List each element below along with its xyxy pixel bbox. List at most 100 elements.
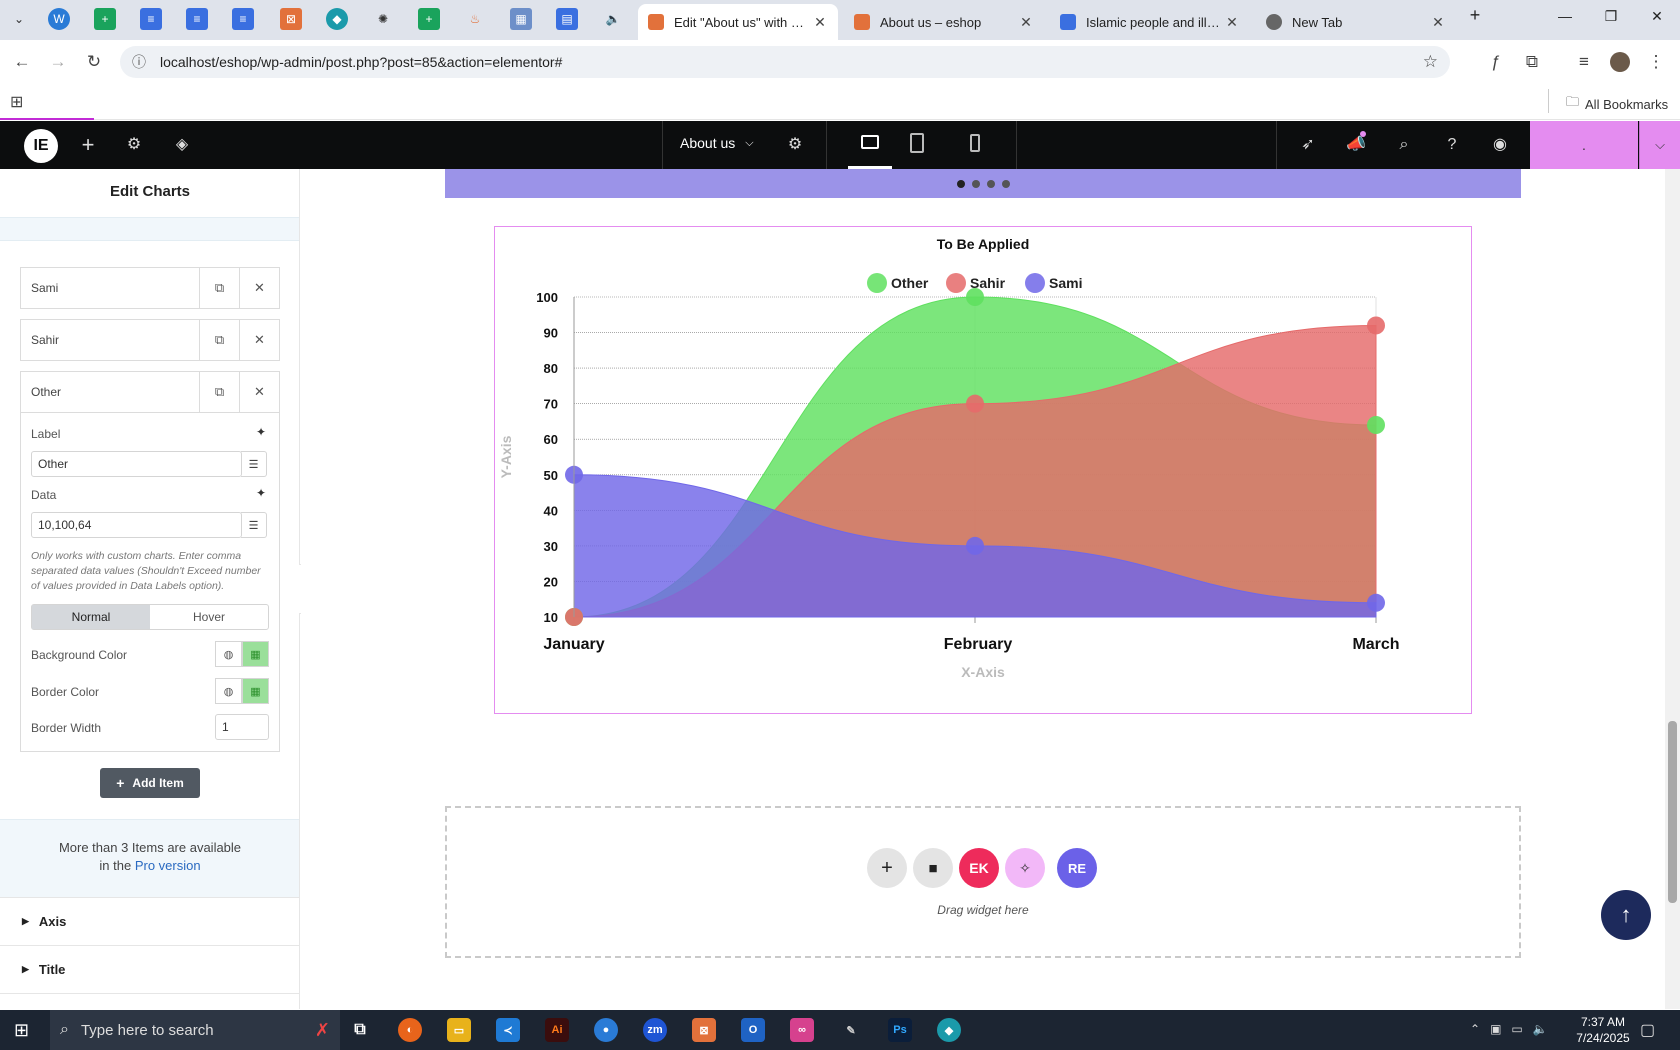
- remove-icon[interactable]: ✕: [239, 320, 279, 360]
- repeater-item-other[interactable]: Other ⧉ ✕: [20, 371, 280, 413]
- outlook-icon[interactable]: O: [741, 1018, 765, 1042]
- add-element-icon[interactable]: +: [81, 132, 95, 157]
- data-input[interactable]: 10,100,64: [31, 512, 242, 538]
- back-button[interactable]: ←: [13, 52, 31, 71]
- notifications-icon[interactable]: ▢: [1640, 1022, 1656, 1039]
- elementor-logo-icon[interactable]: IE: [24, 129, 58, 163]
- file-explorer-icon[interactable]: ▭: [447, 1018, 471, 1042]
- pinned-tab-icon[interactable]: +: [94, 8, 116, 30]
- desktop-view-button[interactable]: [848, 121, 892, 169]
- vscode-icon[interactable]: ≺: [496, 1018, 520, 1042]
- chart-widget[interactable]: To Be Applied Other Sahir Sami 10 20 30 40 50 60 7…: [494, 226, 1472, 714]
- pro-version-link[interactable]: Pro version: [134, 858, 201, 873]
- dynamic-tags-database-icon[interactable]: ☰: [241, 512, 267, 538]
- royal-elementor-icon[interactable]: RE: [1057, 848, 1097, 888]
- background-color-swatch[interactable]: ▦: [242, 641, 269, 667]
- volume-icon[interactable]: 🔈: [1532, 1022, 1548, 1036]
- reload-button[interactable]: ↻: [86, 52, 102, 71]
- structure-layers-icon[interactable]: ◈: [175, 136, 189, 153]
- extension-icon[interactable]: ƒ: [1491, 52, 1501, 71]
- zoom-icon[interactable]: zm: [643, 1018, 667, 1042]
- tab-about-us-eshop[interactable]: About us – eshop ✕: [844, 4, 1044, 40]
- add-item-button[interactable]: + Add Item: [100, 768, 200, 798]
- remove-icon[interactable]: ✕: [239, 268, 279, 308]
- duplicate-icon[interactable]: ⧉: [199, 372, 239, 412]
- tray-chevron-icon[interactable]: ⌃: [1470, 1022, 1481, 1036]
- tab-islamic-people[interactable]: Islamic people and illustra ✕: [1050, 4, 1250, 40]
- mobile-view-icon[interactable]: [970, 134, 980, 152]
- help-icon[interactable]: ?: [1447, 136, 1457, 153]
- pinned-tab-icon[interactable]: ≡: [140, 8, 162, 30]
- remove-icon[interactable]: ✕: [239, 372, 279, 412]
- template-library-folder-icon[interactable]: ■: [913, 848, 953, 888]
- slider-dot[interactable]: [1002, 180, 1010, 188]
- new-tab-button[interactable]: +: [1469, 5, 1481, 25]
- close-icon[interactable]: ✕: [1226, 13, 1238, 30]
- border-color-swatch[interactable]: ▦: [242, 678, 269, 704]
- preview-eye-icon[interactable]: ◉: [1493, 136, 1507, 153]
- extensions-puzzle-icon[interactable]: ⧉: [1525, 52, 1539, 71]
- all-bookmarks[interactable]: 🗀 All Bookmarks: [1566, 93, 1668, 115]
- back-to-top-button[interactable]: ↑: [1601, 890, 1651, 940]
- creative-cloud-icon[interactable]: ∞: [790, 1018, 814, 1042]
- taskbar-search-box[interactable]: ⌕ Type here to search ✗: [50, 1010, 340, 1050]
- address-bar[interactable]: ⓘ localhost/eshop/wp-admin/post.php?post…: [120, 46, 1450, 78]
- drop-zone[interactable]: + ■ EK ✧ RE Drag widget here: [445, 806, 1521, 958]
- tab-hover[interactable]: Hover: [192, 610, 225, 624]
- pinned-tab-icon[interactable]: ◆: [326, 8, 348, 30]
- pinned-tab-icon[interactable]: ♨: [469, 12, 481, 26]
- pinned-tab-icon[interactable]: ✺: [377, 12, 389, 26]
- publish-options-chevron-icon[interactable]: ⌵: [1639, 121, 1680, 169]
- label-input[interactable]: Other: [31, 451, 242, 477]
- essential-addons-icon[interactable]: EK: [959, 848, 999, 888]
- slider-dot[interactable]: [987, 180, 995, 188]
- close-icon[interactable]: ✕: [1020, 13, 1032, 30]
- pinned-tab-icon[interactable]: W: [48, 8, 70, 30]
- duplicate-icon[interactable]: ⧉: [199, 320, 239, 360]
- tab-edit-about-us[interactable]: Edit "About us" with Elem ✕: [638, 4, 838, 40]
- pinned-tab-icon[interactable]: +: [418, 8, 440, 30]
- slider-dot[interactable]: [957, 180, 965, 188]
- illustrator-icon[interactable]: Ai: [545, 1018, 569, 1042]
- global-colors-icon[interactable]: ◍: [215, 641, 242, 667]
- slider-dot[interactable]: [972, 180, 980, 188]
- dynamic-tags-sparkle-icon[interactable]: ✦: [256, 425, 267, 439]
- network-icon[interactable]: ▭: [1511, 1022, 1523, 1036]
- tab-normal[interactable]: Normal: [32, 605, 150, 629]
- close-icon[interactable]: ✕: [1432, 13, 1444, 30]
- profile-avatar[interactable]: [1608, 50, 1632, 74]
- tab-search-icon[interactable]: ⌄: [13, 12, 25, 26]
- close-window-button[interactable]: ✕: [1651, 8, 1663, 24]
- pinned-tab-icon[interactable]: ≡: [232, 8, 254, 30]
- restore-button[interactable]: ❐: [1604, 8, 1618, 24]
- tab-new-tab[interactable]: New Tab ✕: [1256, 4, 1456, 40]
- border-width-input[interactable]: 1: [215, 714, 269, 740]
- pinned-tab-icon[interactable]: ⊠: [280, 8, 302, 30]
- page-settings-icon[interactable]: ⚙: [787, 136, 803, 153]
- dynamic-tags-database-icon[interactable]: ☰: [241, 451, 267, 477]
- menu-kebab-icon[interactable]: ⋮: [1647, 52, 1665, 71]
- global-colors-icon[interactable]: ◍: [215, 678, 242, 704]
- pinned-tab-icon[interactable]: ▤: [556, 8, 578, 30]
- minimize-button[interactable]: —: [1558, 8, 1572, 24]
- site-settings-icon[interactable]: ⚙: [126, 136, 142, 153]
- chrome-icon[interactable]: ●: [594, 1018, 618, 1042]
- clock[interactable]: 7:37 AM 7/24/2025: [1576, 1015, 1630, 1045]
- media-control-icon[interactable]: ≡: [1579, 52, 1589, 71]
- tray-app-icon[interactable]: ▣: [1490, 1022, 1502, 1036]
- section-title[interactable]: ▶ Title: [0, 945, 299, 993]
- duplicate-icon[interactable]: ⧉: [199, 268, 239, 308]
- pinned-tab-icon[interactable]: ▦: [510, 8, 532, 30]
- scrollbar-thumb[interactable]: [1668, 721, 1677, 903]
- site-info-icon[interactable]: ⓘ: [132, 54, 146, 70]
- section-axis[interactable]: ▶ Axis: [0, 897, 299, 945]
- search-icon[interactable]: ⌕: [1399, 136, 1409, 153]
- tablet-view-icon[interactable]: [910, 133, 924, 153]
- repeater-item-sami[interactable]: Sami ⧉ ✕: [20, 267, 280, 309]
- apps-grid-icon[interactable]: ⊞: [10, 94, 24, 111]
- windows-start-icon[interactable]: ⊞: [14, 1020, 30, 1040]
- photoshop-icon[interactable]: Ps: [888, 1018, 912, 1042]
- canvas-scrollbar[interactable]: [1665, 169, 1680, 1009]
- bookmark-star-icon[interactable]: ☆: [1422, 52, 1438, 71]
- speaker-icon[interactable]: 🔈: [605, 12, 621, 26]
